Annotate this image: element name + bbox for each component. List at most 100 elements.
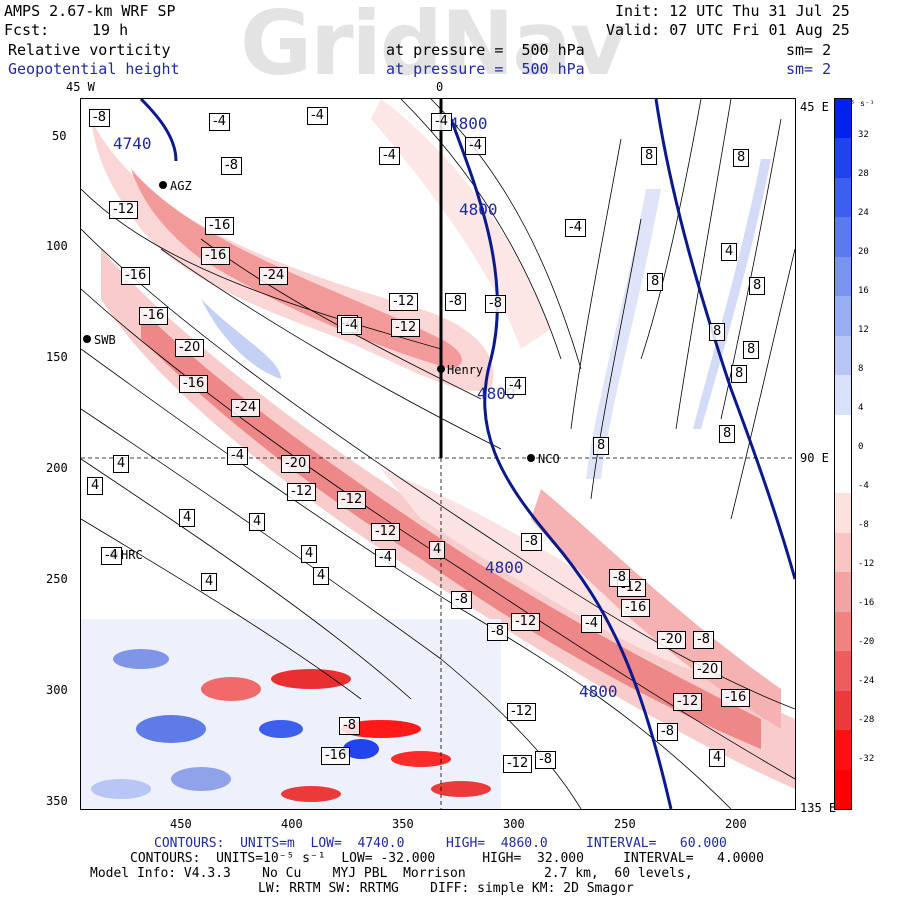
colorbar-label: -28 [858,715,875,725]
vorticity-label: 4 [179,509,196,527]
vorticity-label: 4 [709,749,726,767]
station-label: Henry [447,363,484,377]
colorbar-segment [835,335,851,376]
vorticity-label: -4 [227,447,248,465]
footer-height-interval: INTERVAL= 60.000 [586,836,727,851]
vorticity-label: -8 [89,109,110,127]
vorticity-label: 4 [249,513,266,531]
vorticity-label: -12 [287,483,317,501]
vorticity-label: -4 [431,113,452,131]
colorbar-label: 20 [858,247,869,257]
vorticity-label: -12 [389,293,419,311]
lon-label-top-mid: 0 [436,80,444,94]
vorticity-label: -4 [341,317,362,335]
footer-vorticity-contours: CONTOURS: UNITS=10⁻⁵ s⁻¹ LOW= -32.000 HI… [130,851,764,866]
vorticity-label: -8 [535,751,556,769]
vorticity-label: -4 [379,147,400,165]
colorbar-segment [835,651,851,692]
vorticity-label: -20 [175,339,205,357]
colorbar-segment [835,177,851,218]
colorbar-label: -24 [858,676,875,686]
colorbar-segment [835,690,851,731]
vorticity-label: -16 [721,689,751,707]
vorticity-label: -4 [375,549,396,567]
colorbar-label: 0 [858,442,864,452]
map-panel[interactable]: AGZ SWB Henry NCO HRC 4740 4800 4800 480… [80,98,796,810]
colorbar-segment [835,611,851,652]
vorticity-label: -8 [451,591,472,609]
positive-vorticity-streak [693,159,771,429]
vorticity-contours [81,99,795,809]
vorticity-label: 8 [743,341,760,359]
vorticity-label: -20 [657,631,687,649]
vorticity-label: 8 [709,323,726,341]
colorbar-label: 24 [858,208,869,218]
colorbar-segment [835,493,851,534]
vorticity-label: -16 [179,375,209,393]
height-label: 4800 [485,558,524,577]
vorticity-label: -20 [281,455,311,473]
vorticity-label: -12 [503,755,533,773]
colorbar [834,98,852,810]
vorticity-label: 8 [731,365,748,383]
x-tick-label: 250 [614,817,636,831]
station-marker [83,335,91,343]
vorticity-label: 4 [301,545,318,563]
footer-height-contours: CONTOURS: UNITS=m LOW= 4740.0 [154,836,405,851]
y-tick-label: 150 [46,350,68,364]
vorticity-map [81,99,795,809]
vorticity-label: -4 [101,547,122,565]
vorticity-label: -16 [205,217,235,235]
footer-model-info: Model Info: V4.3.3 No Cu MYJ PBL Morriso… [90,866,693,881]
y-tick-label: 50 [52,129,67,143]
x-tick-label: 400 [281,817,303,831]
terrain-noise-region [81,619,501,809]
forecast-hour: 19 h [92,21,129,39]
colorbar-label: 4 [858,403,864,413]
y-tick-label: 250 [46,572,68,586]
vorticity-label: -12 [391,319,421,337]
colorbar-segment [835,572,851,613]
colorbar-label: 8 [858,364,864,374]
y-tick-label: 300 [46,683,68,697]
vorticity-label: -16 [621,599,651,617]
vorticity-label: -12 [511,613,541,631]
vorticity-band [381,469,721,679]
colorbar-segment [835,217,851,258]
init-time: Init: 12 UTC Thu 31 Jul 25 [615,2,850,20]
colorbar-label: 12 [858,325,869,335]
colorbar-label: -32 [858,754,875,764]
vorticity-label: -20 [693,661,723,679]
vorticity-label: -16 [321,747,351,765]
vorticity-label: -8 [339,717,360,735]
station-marker [159,181,167,189]
vorticity-band [371,99,551,349]
positive-vorticity-streak [201,299,281,379]
colorbar-segment [835,730,851,771]
vorticity-label: -4 [209,113,230,131]
y-tick-label: 200 [46,461,68,475]
vorticity-label: -8 [445,293,466,311]
vorticity-label: 4 [721,243,738,261]
field1-level: at pressure = 500 hPa [386,41,585,59]
field2-level: at pressure = 500 hPa [386,60,585,78]
valid-time: Valid: 07 UTC Fri 01 Aug 25 [606,21,850,39]
colorbar-segment [835,256,851,297]
vorticity-label: -12 [337,491,367,509]
y-tick-label: 350 [46,794,68,808]
lon-label-top-left: 45 W [66,80,95,94]
vorticity-label: -8 [657,723,678,741]
height-label: 4740 [113,134,152,153]
vorticity-label: -4 [505,377,526,395]
station-label: AGZ [170,179,192,193]
vorticity-label: -16 [201,247,231,265]
vorticity-label: 8 [641,147,658,165]
height-label: 4800 [449,114,488,133]
lon-label-right-mid: 90 E [800,451,829,465]
height-contours [139,99,795,809]
vorticity-label: 4 [313,567,330,585]
vorticity-label: 4 [429,541,446,559]
colorbar-label: -12 [858,559,875,569]
field1-smoothing: sm= 2 [786,41,832,59]
vorticity-label: 8 [733,149,750,167]
